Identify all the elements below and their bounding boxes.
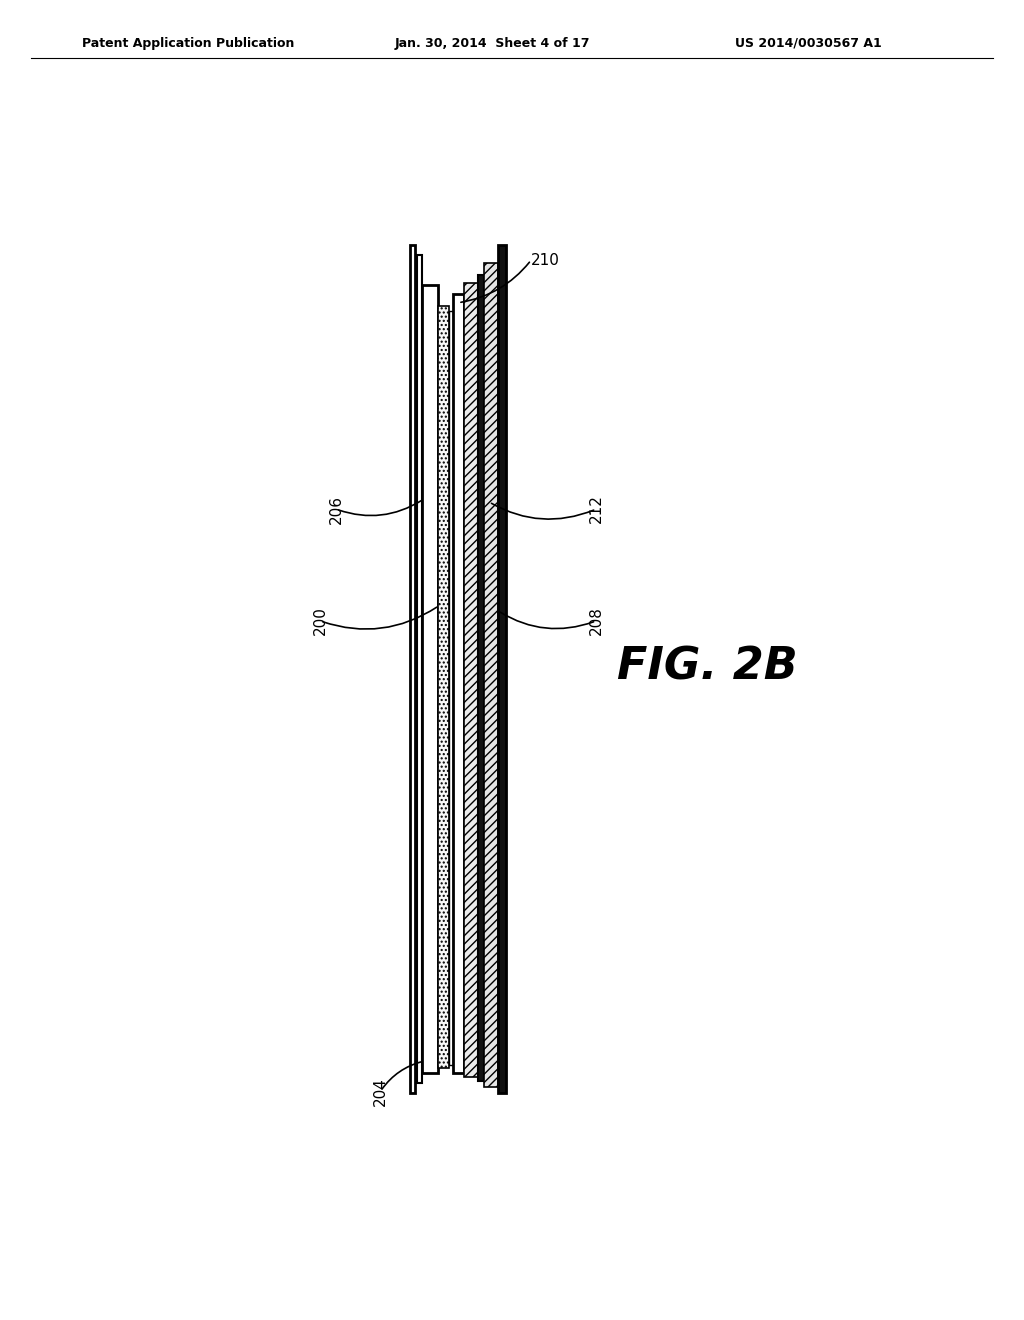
Bar (453, 293, 464, 1073)
Bar (483, 263, 498, 1088)
Text: 208: 208 (589, 606, 604, 635)
Bar (417, 255, 422, 1084)
Text: 210: 210 (531, 252, 560, 268)
Bar (423, 285, 438, 1073)
Text: 204: 204 (373, 1077, 388, 1106)
Text: Patent Application Publication: Patent Application Publication (82, 37, 294, 50)
Text: 206: 206 (329, 495, 343, 524)
Bar (410, 244, 416, 1093)
Text: Jan. 30, 2014  Sheet 4 of 17: Jan. 30, 2014 Sheet 4 of 17 (394, 37, 590, 50)
Text: 200: 200 (312, 606, 328, 635)
Bar (449, 312, 453, 1065)
Bar (438, 306, 449, 1068)
Text: US 2014/0030567 A1: US 2014/0030567 A1 (735, 37, 882, 50)
Bar (498, 244, 506, 1093)
Text: 212: 212 (589, 495, 604, 524)
Text: FIG. 2B: FIG. 2B (617, 645, 798, 688)
Bar (464, 284, 478, 1077)
Bar (478, 276, 483, 1081)
